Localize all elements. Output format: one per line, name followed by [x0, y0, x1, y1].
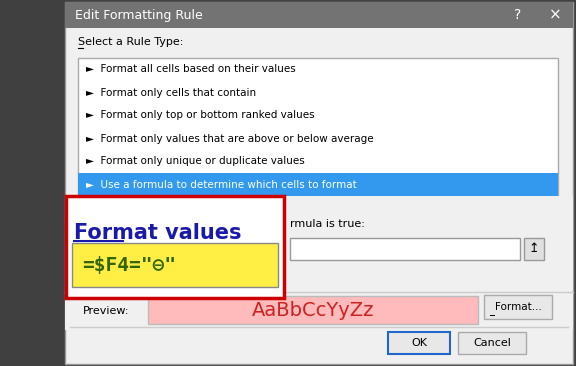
Bar	[65, 196, 573, 291]
Text: Preview:: Preview:	[83, 306, 130, 316]
Bar	[65, 292, 573, 330]
Bar	[66, 196, 284, 298]
Text: Select a Rule Type:: Select a Rule Type:	[78, 37, 183, 47]
Bar	[458, 332, 526, 354]
Text: Format values: Format values	[74, 223, 241, 243]
Bar	[388, 332, 450, 354]
Text: ►  Format only top or bottom ranked values: ► Format only top or bottom ranked value…	[86, 111, 314, 120]
Text: ►  Use a formula to determine which cells to format: ► Use a formula to determine which cells…	[86, 179, 357, 190]
Bar	[65, 2, 573, 364]
Bar	[148, 296, 478, 324]
Bar	[290, 238, 520, 260]
Bar	[78, 58, 558, 196]
Text: OK: OK	[411, 338, 427, 348]
Bar	[78, 173, 558, 196]
Text: Format...: Format...	[495, 302, 541, 312]
Bar	[65, 2, 573, 28]
Text: ↥: ↥	[529, 243, 539, 255]
Text: rmula is true:: rmula is true:	[290, 219, 365, 229]
Bar	[484, 295, 552, 319]
Text: ?: ?	[514, 8, 522, 22]
Bar	[72, 243, 278, 287]
Text: ►  Format only unique or duplicate values: ► Format only unique or duplicate values	[86, 157, 305, 167]
Bar	[524, 238, 544, 260]
Text: Edit Formatting Rule: Edit Formatting Rule	[75, 8, 203, 22]
Text: ×: ×	[548, 7, 562, 22]
Text: Cancel: Cancel	[473, 338, 511, 348]
Text: ►  Format only cells that contain: ► Format only cells that contain	[86, 87, 256, 97]
Text: =$F4="⊖": =$F4="⊖"	[82, 255, 176, 274]
Text: ►  Format only values that are above or below average: ► Format only values that are above or b…	[86, 134, 374, 143]
Text: ►  Format all cells based on their values: ► Format all cells based on their values	[86, 64, 295, 75]
Text: AaBbCcYyZz: AaBbCcYyZz	[252, 300, 374, 320]
